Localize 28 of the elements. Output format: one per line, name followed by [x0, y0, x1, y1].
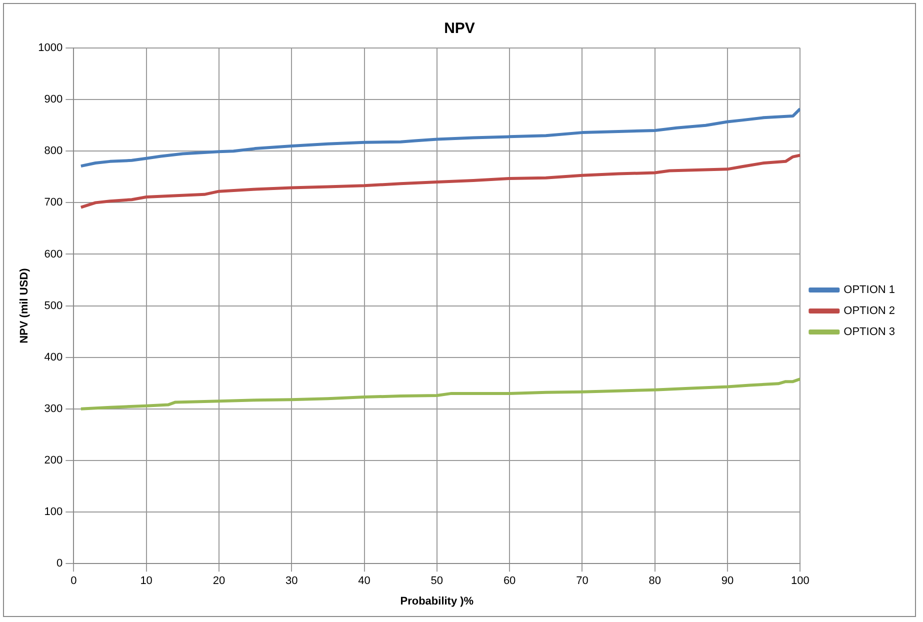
x-tick-label: 60	[503, 575, 516, 588]
legend-label: OPTION 3	[844, 326, 895, 338]
x-tick-label: 0	[70, 575, 77, 588]
x-tick-label: 50	[430, 575, 444, 588]
x-tick-label: 90	[721, 575, 734, 588]
y-tick-label: 1000	[38, 42, 63, 54]
chart-title: NPV	[444, 20, 475, 38]
legend-label: OPTION 1	[844, 284, 895, 296]
y-tick-label: 500	[44, 300, 63, 312]
x-tick-label: 40	[358, 575, 370, 588]
x-tick-label: 70	[576, 575, 588, 588]
y-tick-label: 100	[44, 506, 63, 518]
y-axis-title: NPV (mil USD)	[18, 268, 31, 344]
x-tick-label: 20	[212, 575, 226, 588]
y-tick-label: 300	[44, 402, 63, 415]
y-tick-label: 600	[44, 248, 63, 260]
y-tick-label: 200	[44, 454, 63, 467]
x-tick-label: 30	[285, 575, 298, 588]
x-tick-label: 100	[790, 575, 810, 588]
x-axis-title: Probability )%	[400, 595, 474, 608]
y-tick-label: 700	[44, 196, 63, 209]
y-tick-label: 800	[44, 145, 63, 158]
legend-label: OPTION 2	[844, 305, 895, 318]
x-tick-label: 80	[648, 575, 661, 588]
x-tick-label: 10	[140, 575, 152, 588]
y-tick-label: 400	[44, 351, 63, 364]
y-tick-label: 900	[44, 94, 63, 106]
y-tick-label: 0	[56, 558, 63, 570]
